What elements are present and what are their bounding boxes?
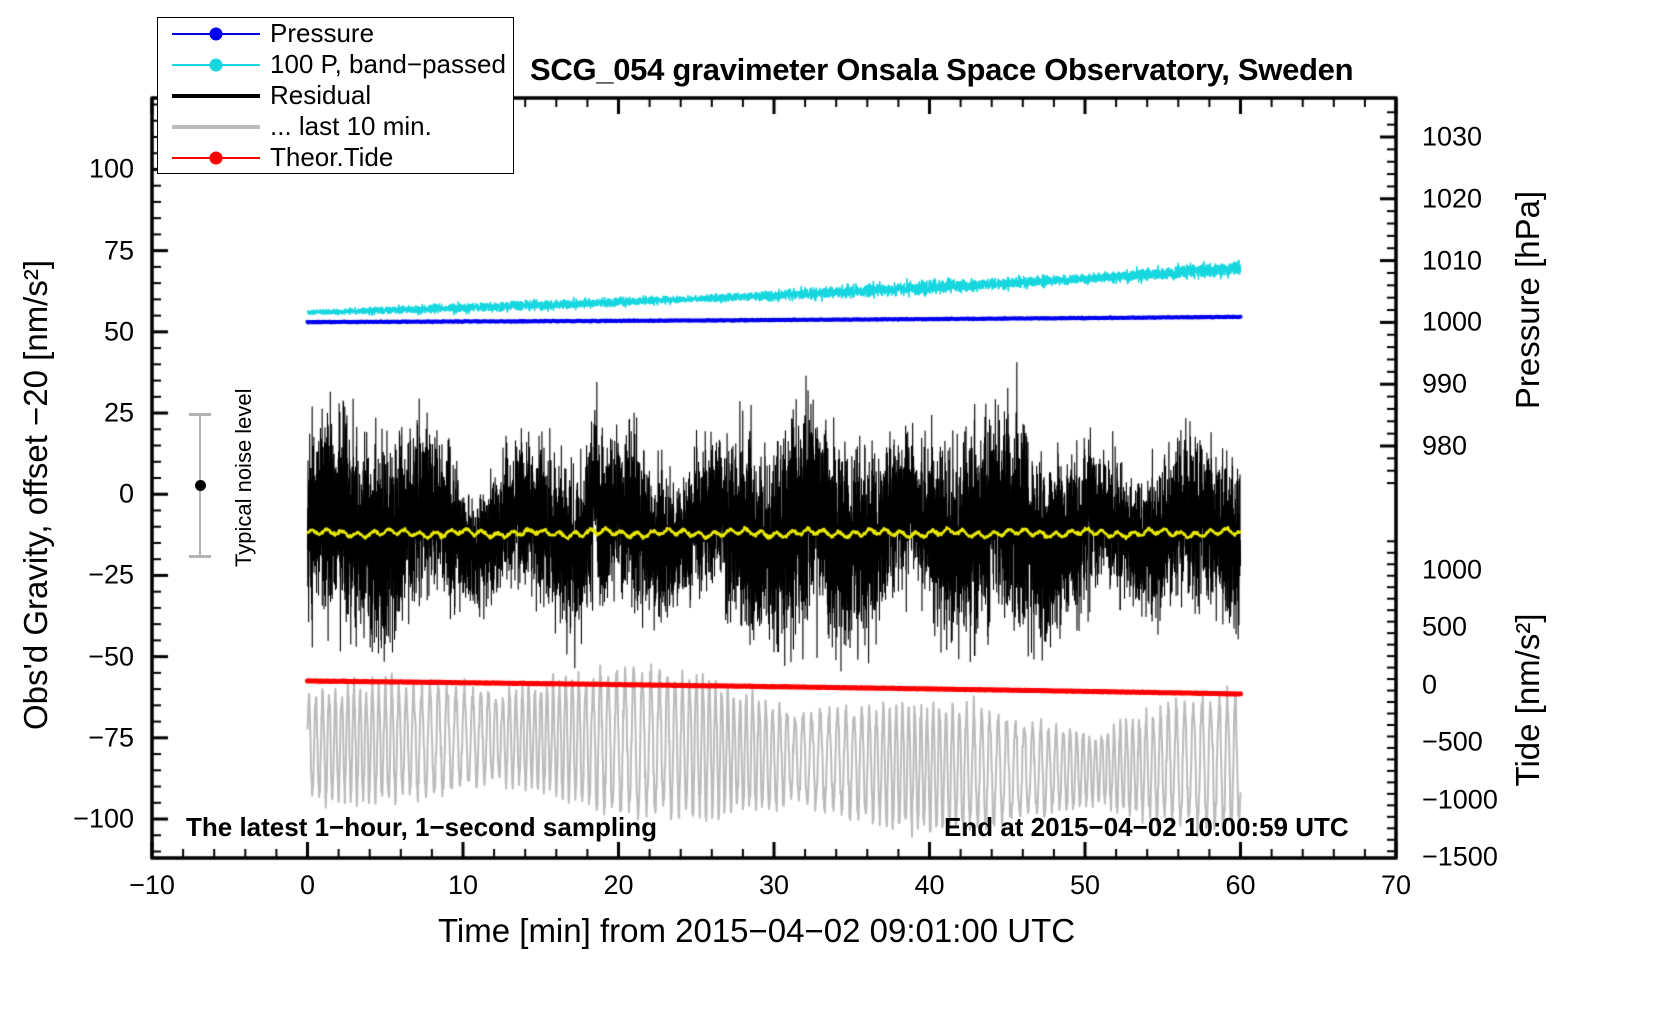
legend-dot-theortide: [209, 151, 223, 164]
tick-label: 25: [103, 397, 134, 428]
tick-label: −100: [73, 803, 134, 834]
tick-label: 990: [1422, 368, 1468, 399]
legend-dot-pressure: [209, 27, 223, 40]
left-axis-title: Obs'd Gravity, offset −20 [nm/s²]: [17, 259, 54, 731]
tick-label: 100: [88, 153, 134, 184]
legend-key-pressure: [172, 24, 260, 44]
right-axis-title-tide: Tide [nm/s²]: [1509, 613, 1546, 787]
legend-dot-bandpassed: [209, 58, 223, 71]
tick-label: 0: [1422, 669, 1438, 700]
annotation-end-time: End at 2015−04−02 10:00:59 UTC: [944, 812, 1349, 842]
legend-line-residual: [172, 93, 260, 98]
noise-cap-bottom: [189, 555, 211, 558]
tick-label: 1030: [1422, 121, 1483, 152]
tick-label: 1020: [1422, 183, 1483, 214]
tick-label: 75: [103, 235, 134, 266]
tick-label: 1010: [1422, 245, 1483, 276]
tick-label: 70: [1380, 870, 1412, 900]
noise-level-label: Typical noise level: [231, 388, 256, 567]
tick-label: 50: [103, 316, 134, 347]
tick-label: 500: [1422, 611, 1468, 642]
legend-item-pressure: Pressure: [158, 18, 513, 49]
tick-label: 980: [1422, 430, 1468, 461]
tick-label: −50: [88, 641, 134, 672]
tick-label: −1000: [1422, 784, 1498, 815]
tick-label: 60: [1225, 870, 1256, 900]
legend-item-bandpassed: 100 P, band−passed: [158, 49, 513, 80]
tick-label: −500: [1422, 726, 1483, 757]
legend-label-last10min: ... last 10 min.: [270, 111, 432, 141]
legend-item-theortide: Theor.Tide: [158, 142, 513, 173]
tick-label: 1000: [1422, 306, 1483, 337]
legend-key-theortide: [172, 148, 260, 168]
legend-item-residual: Residual: [158, 80, 513, 111]
tick-label: −25: [88, 559, 134, 590]
chart-title: SCG_054 gravimeter Onsala Space Observat…: [530, 52, 1354, 87]
legend-key-bandpassed: [172, 55, 260, 75]
legend-label-residual: Residual: [270, 80, 372, 110]
tick-label: −1500: [1422, 841, 1498, 872]
tick-label: 40: [914, 870, 945, 900]
tick-label: 0: [299, 870, 316, 900]
annotation-latest-sampling: The latest 1−hour, 1−second sampling: [186, 812, 658, 842]
legend-key-last10min: [172, 117, 260, 137]
legend-line-last10min: [172, 124, 260, 129]
tick-label: 10: [447, 870, 479, 900]
legend-label-bandpassed: 100 P, band−passed: [270, 49, 506, 79]
noise-cap-top: [189, 413, 211, 416]
legend-key-residual: [172, 86, 260, 106]
tick-label: −75: [88, 722, 134, 753]
tick-label: 50: [1069, 870, 1101, 900]
legend: Pressure 100 P, band−passed Residual ...…: [157, 17, 514, 174]
bottom-axis-title: Time [min] from 2015−04−02 09:01:00 UTC: [438, 912, 1076, 949]
right-axis-title-pressure: Pressure [hPa]: [1509, 190, 1546, 410]
legend-label-pressure: Pressure: [270, 18, 375, 48]
tick-label: 1000: [1422, 554, 1483, 585]
legend-item-last10min: ... last 10 min.: [158, 111, 513, 142]
tick-label: 0: [118, 478, 134, 509]
tick-label: 30: [758, 870, 790, 900]
tick-label: 20: [603, 870, 634, 900]
legend-label-theortide: Theor.Tide: [270, 142, 394, 172]
tick-label: −10: [129, 870, 175, 900]
noise-center-dot: [195, 480, 206, 491]
